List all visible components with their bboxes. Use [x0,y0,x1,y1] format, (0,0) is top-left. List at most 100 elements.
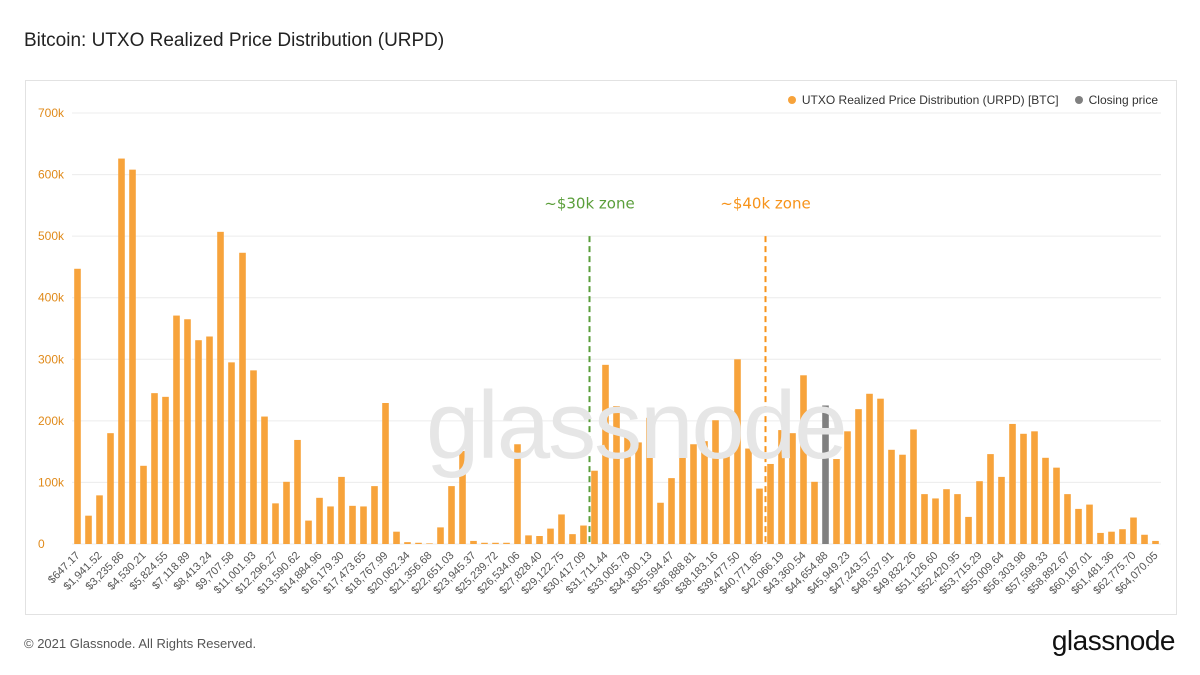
urpd-bar[interactable] [580,525,587,544]
urpd-bar[interactable] [756,488,763,544]
legend-item-urpd[interactable]: UTXO Realized Price Distribution (URPD) … [787,93,1059,107]
urpd-bar[interactable] [173,315,180,544]
urpd-bar[interactable] [74,268,81,544]
urpd-bar[interactable] [899,454,906,544]
urpd-bar[interactable] [976,481,983,544]
urpd-bar[interactable] [107,433,114,544]
urpd-bar[interactable] [536,536,543,544]
urpd-bar[interactable] [228,362,235,544]
urpd-bar[interactable] [624,434,631,544]
urpd-bar[interactable] [998,476,1005,544]
urpd-bar[interactable] [690,444,697,544]
urpd-bar[interactable] [140,465,147,544]
urpd-bar[interactable] [195,340,202,544]
closing-price-bar[interactable] [822,405,829,544]
urpd-bar[interactable] [657,502,664,544]
urpd-bar[interactable] [1130,517,1137,544]
urpd-bar[interactable] [734,359,741,544]
urpd-bar[interactable] [591,470,598,544]
urpd-bar[interactable] [1064,494,1071,544]
urpd-bar[interactable] [569,534,576,544]
urpd-bar[interactable] [921,494,928,544]
urpd-bar[interactable] [558,514,565,544]
urpd-bar[interactable] [877,398,884,544]
urpd-bar[interactable] [261,416,268,544]
urpd-bar[interactable] [844,431,851,544]
urpd-bar[interactable] [96,495,103,544]
urpd-bar[interactable] [954,494,961,544]
urpd-bar[interactable] [481,542,488,544]
urpd-bar[interactable] [811,481,818,544]
urpd-bar[interactable] [162,396,169,544]
urpd-bar[interactable] [305,520,312,544]
urpd-bar[interactable] [1053,467,1060,544]
urpd-bar[interactable] [360,506,367,544]
urpd-bar[interactable] [470,540,477,544]
urpd-bar[interactable] [712,420,719,544]
urpd-bar[interactable] [239,252,246,544]
urpd-bar[interactable] [602,364,609,544]
urpd-bar[interactable] [987,454,994,544]
urpd-bar[interactable] [437,527,444,544]
urpd-bar[interactable] [514,444,521,544]
urpd-bar[interactable] [503,542,510,544]
urpd-bar[interactable] [1042,457,1049,544]
urpd-bar[interactable] [294,439,301,544]
urpd-bar[interactable] [910,429,917,544]
urpd-bar[interactable] [855,409,862,544]
urpd-bar[interactable] [283,481,290,544]
urpd-bar[interactable] [1152,540,1159,544]
urpd-bar[interactable] [404,542,411,544]
urpd-bar[interactable] [272,503,279,544]
urpd-bar[interactable] [415,542,422,544]
urpd-bar[interactable] [448,486,455,544]
legend-item-closing[interactable]: Closing price [1074,93,1158,107]
urpd-bar[interactable] [547,528,554,544]
urpd-bar[interactable] [789,433,796,544]
urpd-bar[interactable] [635,442,642,544]
urpd-bar[interactable] [250,370,257,544]
urpd-bar[interactable] [833,459,840,544]
urpd-bar[interactable] [932,498,939,544]
urpd-bar[interactable] [965,516,972,544]
urpd-bar[interactable] [613,406,620,544]
urpd-bar[interactable] [371,486,378,544]
urpd-bar[interactable] [679,457,686,544]
urpd-bar[interactable] [525,535,532,544]
urpd-bar[interactable] [206,336,213,545]
urpd-bar[interactable] [1108,531,1115,544]
urpd-bar[interactable] [1009,423,1016,544]
urpd-bar[interactable] [382,403,389,544]
urpd-bar[interactable] [1075,508,1082,544]
urpd-bar[interactable] [316,497,323,544]
urpd-bar[interactable] [745,448,752,544]
urpd-bar[interactable] [1097,532,1104,544]
urpd-bar[interactable] [778,430,785,544]
urpd-bar[interactable] [723,452,730,544]
urpd-bar[interactable] [668,478,675,544]
urpd-bar[interactable] [217,231,224,544]
urpd-bar[interactable] [184,319,191,544]
urpd-bar[interactable] [767,463,774,544]
urpd-bar[interactable] [1020,433,1027,544]
urpd-bar[interactable] [327,506,334,544]
urpd-bar[interactable] [393,531,400,544]
urpd-bar[interactable] [1031,431,1038,544]
urpd-bar[interactable] [129,169,136,544]
urpd-bar[interactable] [459,451,466,544]
urpd-bar[interactable] [1086,504,1093,544]
urpd-bar[interactable] [800,375,807,544]
urpd-bar[interactable] [118,158,125,544]
urpd-bar[interactable] [492,542,499,544]
urpd-bar[interactable] [646,417,653,544]
urpd-bar[interactable] [349,505,356,544]
urpd-bar[interactable] [338,476,345,544]
urpd-bar[interactable] [85,515,92,544]
urpd-bar[interactable] [888,449,895,544]
urpd-bar[interactable] [701,441,708,544]
urpd-bar[interactable] [151,393,158,544]
urpd-bar[interactable] [426,543,433,544]
urpd-bar[interactable] [1141,534,1148,544]
urpd-bar[interactable] [866,393,873,544]
urpd-bar[interactable] [943,489,950,544]
